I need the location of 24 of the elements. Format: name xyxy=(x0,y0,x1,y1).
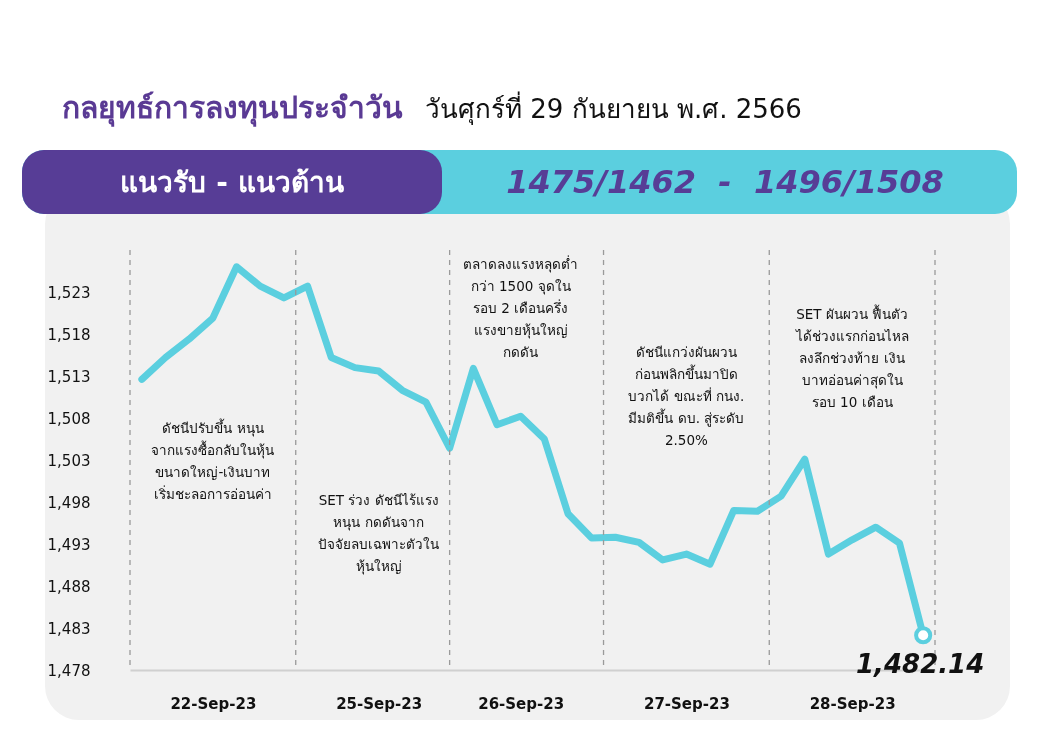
x-tick-label: 28-Sep-23 xyxy=(809,694,896,713)
y-tick-label: 1,513 xyxy=(47,367,91,386)
y-tick-label: 1,508 xyxy=(47,409,91,428)
annotation: ดัชนีปรับขึ้น หนุน จากแรงซื้อกลับในหุ้น ขนาดใหญ่-เงินบาท เริ่มชะลอการอ่อนค่า xyxy=(151,418,275,502)
text: แนวรับ - แนวต้าน xyxy=(22,150,442,214)
annotation: SET ร่วง ดัชนีไร้แรง หนุน กดดันจาก ปัจจัยลบเฉพาะตัวใน หุ้นใหญ่ xyxy=(318,492,440,575)
chart-title: กลยุทธ์การลงทุนประจำวัน xyxy=(62,90,403,125)
annotation: SET ผันผวน ฟื้นตัว ได้ช่วงแรกก่อนไหล ลงลึกช่วงท้าย เงิน บาทอ่อนค่าสุดใน รอบ 10 เดือน xyxy=(794,304,909,410)
y-tick-label: 1,483 xyxy=(47,619,91,638)
y-tick-label: 1,498 xyxy=(47,493,91,512)
x-tick-label: 22-Sep-23 xyxy=(170,694,257,713)
y-tick-label: 1,503 xyxy=(47,451,91,470)
annotation: ดัชนีแกว่งผันผวน ก่อนพลิกขึ้นมาปิด บวกได้ ขณะที่ กนง. มีมติขึ้น ดบ. สู่ระดับ 2.50% xyxy=(628,344,745,448)
text: 1475/1462 - 1496/1508 xyxy=(505,162,945,203)
y-tick-label: 1,523 xyxy=(47,283,91,302)
x-tick-label: 27-Sep-23 xyxy=(643,694,730,713)
x-tick-label: 25-Sep-23 xyxy=(336,694,423,713)
y-tick-label: 1,518 xyxy=(47,325,91,344)
x-tick-label: 26-Sep-23 xyxy=(478,694,565,713)
y-tick-label: 1,488 xyxy=(47,577,91,596)
annotation: ตลาดลงแรงหลุดต่ำ กว่า 1500 จุดใน รอบ 2 เดือนครึ่ง แรงขายหุ้นใหญ่ กดดัน xyxy=(463,255,579,360)
y-tick-label: 1,493 xyxy=(47,535,91,554)
data-label: 1,482.14 xyxy=(856,649,985,680)
y-tick-label: 1,478 xyxy=(47,661,91,680)
